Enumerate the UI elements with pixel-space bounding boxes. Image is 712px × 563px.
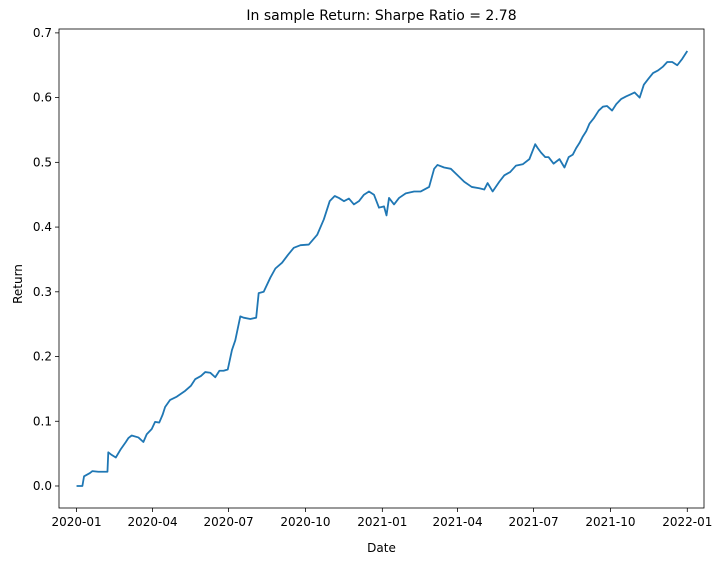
plot-frame	[58, 28, 705, 509]
y-tick-label: 0.0	[33, 479, 52, 493]
x-tick-label: 2021-10	[585, 515, 635, 529]
y-tick-label: 0.2	[33, 350, 52, 364]
y-tick-label: 0.3	[33, 285, 52, 299]
x-tick-label: 2021-04	[432, 515, 482, 529]
x-tick-label: 2020-07	[204, 515, 254, 529]
x-axis-ticks: 2020-01 2020-04 2020-07 2020-10 2021-01 2021-…	[51, 508, 712, 529]
chart-title: In sample Return: Sharpe Ratio = 2.78	[246, 8, 516, 24]
x-tick-label: 2021-01	[357, 515, 407, 529]
y-tick-label: 0.7	[33, 26, 52, 40]
plot-area	[58, 28, 705, 509]
y-tick-label: 0.1	[33, 414, 52, 428]
x-tick-label: 2022-01	[662, 515, 712, 529]
x-tick-label: 2020-04	[128, 515, 178, 529]
x-tick-label: 2020-10	[280, 515, 330, 529]
x-tick-label: 2021-07	[508, 515, 558, 529]
x-tick-label: 2020-01	[51, 515, 101, 529]
y-tick-label: 0.5	[33, 155, 52, 169]
y-tick-label: 0.4	[33, 220, 52, 234]
return-series-line	[76, 50, 689, 487]
y-tick-label: 0.6	[33, 91, 52, 105]
x-axis-label: Date	[367, 541, 396, 555]
y-axis-label: Return	[11, 264, 25, 304]
y-axis-ticks: 0.0 0.1 0.2 0.3 0.4 0.5 0.6 0.7	[33, 26, 59, 493]
